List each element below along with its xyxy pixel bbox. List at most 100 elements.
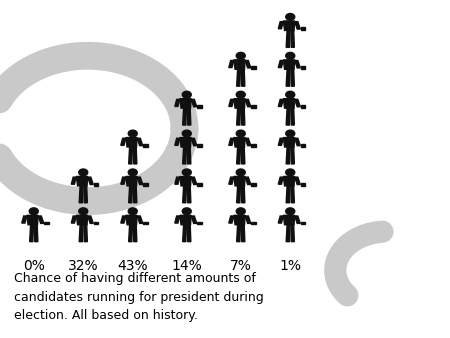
- Polygon shape: [229, 99, 234, 106]
- Circle shape: [79, 169, 88, 176]
- Polygon shape: [286, 147, 290, 164]
- Polygon shape: [38, 216, 44, 223]
- Text: 43%: 43%: [117, 259, 148, 272]
- Polygon shape: [180, 215, 191, 225]
- Polygon shape: [198, 105, 202, 108]
- Polygon shape: [71, 177, 76, 184]
- Polygon shape: [291, 69, 294, 86]
- Polygon shape: [291, 30, 294, 47]
- Circle shape: [286, 208, 295, 215]
- Polygon shape: [133, 147, 137, 164]
- Polygon shape: [71, 216, 76, 223]
- Polygon shape: [175, 99, 180, 106]
- Polygon shape: [252, 144, 256, 147]
- Polygon shape: [278, 138, 284, 145]
- Polygon shape: [180, 138, 191, 147]
- Polygon shape: [187, 186, 191, 203]
- Circle shape: [286, 91, 295, 98]
- Polygon shape: [88, 177, 93, 185]
- Circle shape: [286, 14, 295, 20]
- Polygon shape: [278, 99, 284, 106]
- Polygon shape: [241, 186, 245, 203]
- Polygon shape: [291, 108, 294, 125]
- Polygon shape: [291, 186, 294, 203]
- Polygon shape: [175, 177, 180, 184]
- Polygon shape: [237, 225, 240, 242]
- Polygon shape: [241, 69, 245, 86]
- Polygon shape: [175, 138, 180, 145]
- Polygon shape: [129, 225, 132, 242]
- Circle shape: [236, 169, 245, 176]
- Polygon shape: [191, 216, 197, 223]
- Polygon shape: [301, 183, 306, 186]
- Polygon shape: [133, 225, 137, 242]
- Polygon shape: [234, 138, 245, 147]
- Polygon shape: [191, 138, 197, 146]
- Polygon shape: [183, 147, 186, 164]
- Polygon shape: [126, 215, 137, 225]
- Polygon shape: [284, 60, 295, 69]
- Polygon shape: [191, 177, 197, 185]
- Polygon shape: [241, 147, 245, 164]
- Text: 32%: 32%: [68, 259, 99, 272]
- Polygon shape: [241, 108, 245, 125]
- Polygon shape: [301, 105, 306, 108]
- Polygon shape: [252, 105, 256, 108]
- Polygon shape: [286, 30, 290, 47]
- Polygon shape: [284, 215, 295, 225]
- Text: 0%: 0%: [23, 259, 45, 272]
- Polygon shape: [234, 99, 245, 108]
- Polygon shape: [245, 216, 251, 223]
- Polygon shape: [133, 186, 137, 203]
- Polygon shape: [286, 225, 290, 242]
- Polygon shape: [295, 61, 300, 68]
- Polygon shape: [76, 176, 88, 186]
- Circle shape: [236, 130, 245, 137]
- Polygon shape: [237, 186, 240, 203]
- Polygon shape: [94, 183, 99, 186]
- Polygon shape: [301, 144, 306, 147]
- Polygon shape: [129, 186, 132, 203]
- Polygon shape: [295, 99, 300, 107]
- Text: 1%: 1%: [279, 259, 301, 272]
- Polygon shape: [252, 183, 256, 186]
- Polygon shape: [286, 186, 290, 203]
- Polygon shape: [191, 99, 197, 107]
- Polygon shape: [183, 108, 186, 125]
- Circle shape: [236, 52, 245, 59]
- Polygon shape: [187, 147, 191, 164]
- Polygon shape: [129, 147, 132, 164]
- Polygon shape: [229, 177, 234, 184]
- Polygon shape: [245, 61, 251, 68]
- Polygon shape: [234, 215, 245, 225]
- Text: candidates running for president during: candidates running for president during: [14, 291, 263, 304]
- Circle shape: [236, 208, 245, 215]
- Polygon shape: [301, 27, 306, 30]
- Polygon shape: [180, 176, 191, 186]
- Polygon shape: [278, 22, 284, 29]
- Polygon shape: [79, 186, 83, 203]
- Polygon shape: [198, 144, 202, 147]
- Polygon shape: [187, 108, 191, 125]
- Text: 14%: 14%: [171, 259, 202, 272]
- Polygon shape: [137, 177, 143, 185]
- Polygon shape: [144, 183, 148, 186]
- Polygon shape: [175, 216, 180, 223]
- Polygon shape: [252, 222, 256, 224]
- Polygon shape: [137, 138, 143, 146]
- Text: 7%: 7%: [230, 259, 252, 272]
- Polygon shape: [229, 216, 234, 223]
- Polygon shape: [183, 225, 186, 242]
- Polygon shape: [187, 225, 191, 242]
- Polygon shape: [79, 225, 83, 242]
- Polygon shape: [301, 222, 306, 224]
- Polygon shape: [198, 222, 202, 224]
- Polygon shape: [22, 216, 27, 223]
- Polygon shape: [278, 61, 284, 68]
- Polygon shape: [286, 108, 290, 125]
- Polygon shape: [144, 144, 148, 147]
- Polygon shape: [84, 186, 87, 203]
- Polygon shape: [180, 99, 191, 108]
- Circle shape: [182, 208, 191, 215]
- Polygon shape: [291, 225, 294, 242]
